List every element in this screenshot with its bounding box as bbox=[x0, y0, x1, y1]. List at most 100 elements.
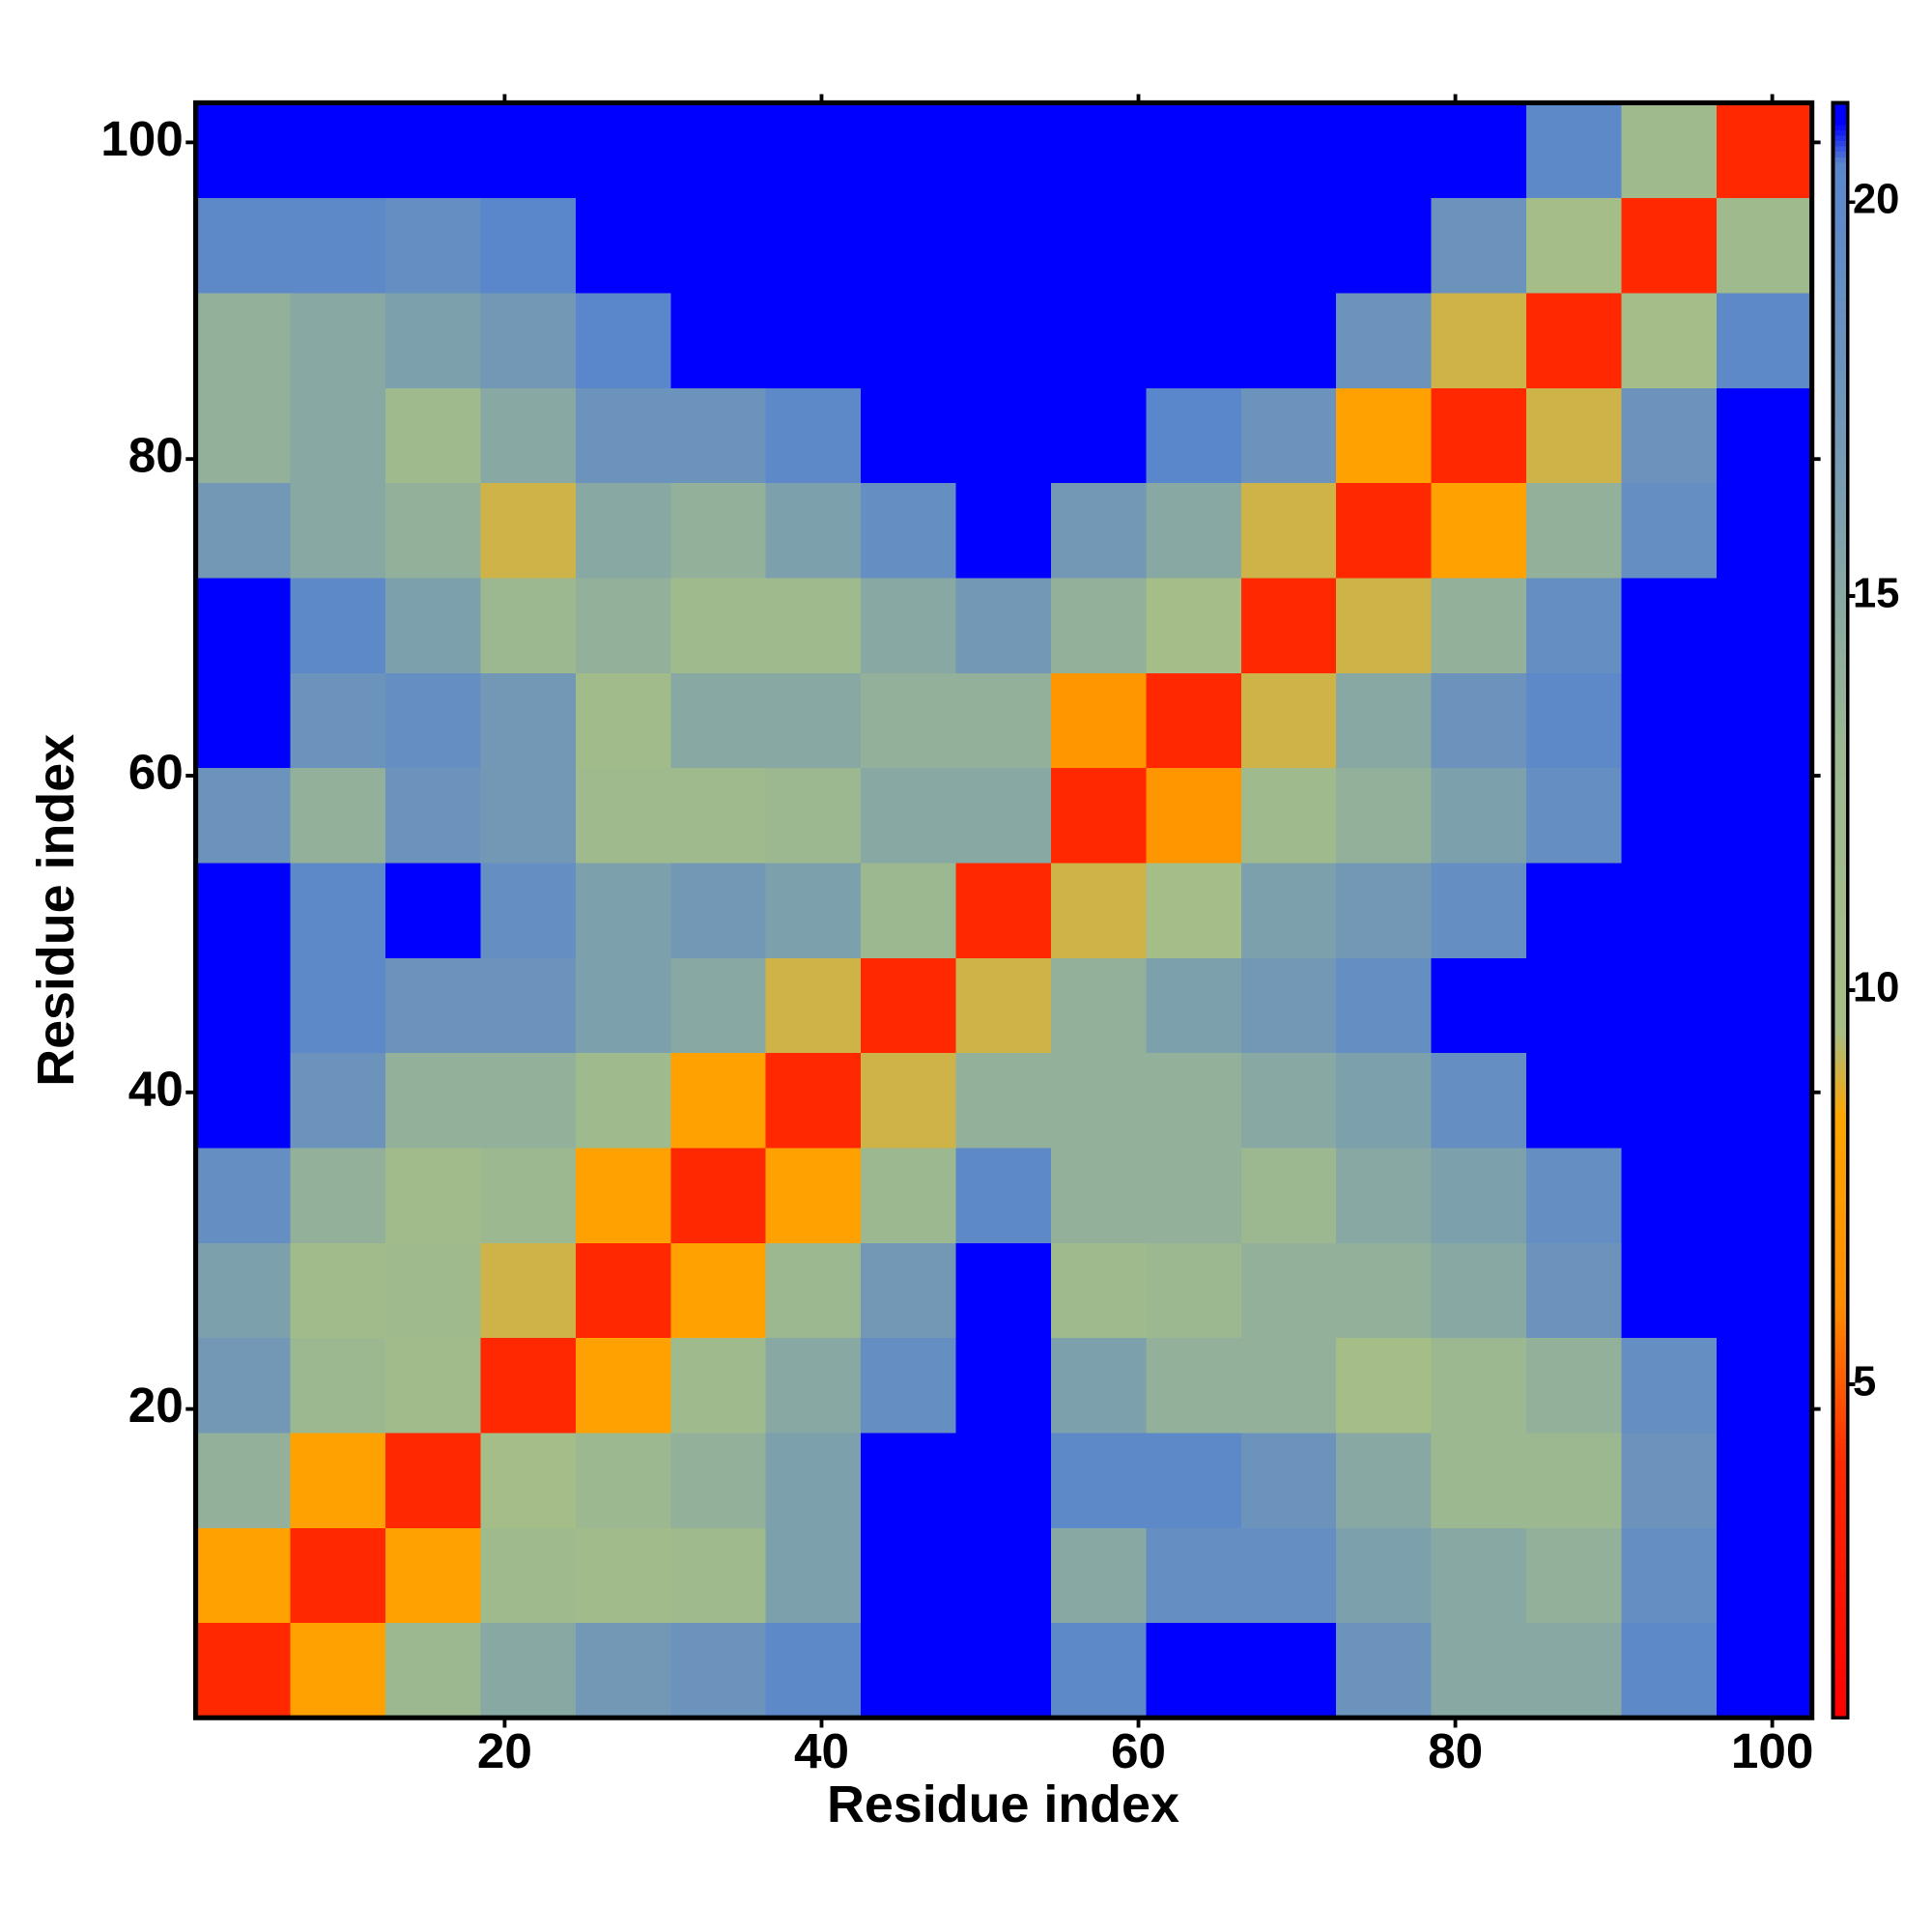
colorbar-segment bbox=[1833, 102, 1848, 109]
heatmap-cell bbox=[1336, 957, 1433, 1054]
colorbar-segment bbox=[1833, 1044, 1848, 1051]
colorbar-segment bbox=[1833, 113, 1848, 120]
colorbar-segment bbox=[1833, 1276, 1848, 1283]
colorbar-segment bbox=[1833, 140, 1848, 147]
heatmap-cell bbox=[480, 577, 577, 673]
colorbar-segment bbox=[1833, 603, 1848, 610]
colorbar-segment bbox=[1833, 544, 1848, 551]
colorbar-segment bbox=[1833, 1647, 1848, 1654]
colorbar-segment bbox=[1833, 1303, 1848, 1310]
colorbar-segment bbox=[1833, 538, 1848, 546]
heatmap-cell bbox=[195, 1242, 292, 1339]
colorbar-segment bbox=[1833, 485, 1848, 492]
heatmap-cell bbox=[385, 387, 482, 484]
colorbar-segment bbox=[1833, 835, 1848, 841]
heatmap-cell bbox=[1621, 577, 1718, 673]
colorbar-segment bbox=[1833, 877, 1848, 885]
colorbar-segment bbox=[1833, 990, 1848, 998]
heatmap-cell bbox=[385, 1147, 482, 1243]
colorbar-segment bbox=[1833, 1389, 1848, 1396]
colorbar-segment bbox=[1833, 1292, 1848, 1299]
heatmap-cell bbox=[290, 767, 386, 864]
heatmap-cell bbox=[1431, 197, 1527, 294]
heatmap-cell bbox=[575, 672, 671, 769]
heatmap-cell bbox=[861, 292, 957, 388]
heatmap-cell bbox=[1240, 1147, 1337, 1243]
heatmap-cell bbox=[195, 1052, 292, 1149]
colorbar-segment bbox=[1833, 1071, 1848, 1078]
colorbar-segment bbox=[1833, 1341, 1848, 1348]
heatmap-cell bbox=[670, 672, 767, 769]
colorbar-segment bbox=[1833, 1410, 1848, 1417]
heatmap-cell bbox=[1146, 1622, 1242, 1719]
heatmap-cell bbox=[1240, 1432, 1337, 1528]
heatmap-cell bbox=[195, 102, 292, 199]
colorbar-segment bbox=[1833, 184, 1848, 190]
colorbar-tick-label: 20 bbox=[1853, 177, 1899, 223]
colorbar-segment bbox=[1833, 1405, 1848, 1412]
heatmap-cell bbox=[1336, 482, 1433, 579]
colorbar-segment bbox=[1833, 592, 1848, 599]
colorbar-segment bbox=[1833, 1265, 1848, 1272]
colorbar-segment bbox=[1833, 1373, 1848, 1379]
colorbar-segment bbox=[1833, 1416, 1848, 1423]
colorbar-segment bbox=[1833, 194, 1848, 201]
heatmap-cell bbox=[1240, 767, 1337, 864]
colorbar-segment bbox=[1833, 264, 1848, 270]
colorbar-segment bbox=[1833, 1663, 1848, 1670]
colorbar-segment bbox=[1833, 1157, 1848, 1164]
colorbar-segment bbox=[1833, 1314, 1848, 1321]
colorbar-segment bbox=[1833, 737, 1848, 745]
colorbar-segment bbox=[1833, 301, 1848, 308]
heatmap-cell bbox=[575, 862, 671, 958]
heatmap-cell bbox=[480, 292, 577, 388]
heatmap-cell bbox=[290, 862, 386, 958]
colorbar-segment bbox=[1833, 1534, 1848, 1541]
heatmap-cell bbox=[955, 1432, 1052, 1528]
colorbar-segment bbox=[1833, 1572, 1848, 1578]
y-axis-title: Residue index bbox=[27, 734, 85, 1087]
heatmap-cell bbox=[1526, 1147, 1623, 1243]
heatmap-cell bbox=[955, 197, 1052, 294]
colorbar-segment bbox=[1833, 436, 1848, 443]
heatmap-cell bbox=[670, 577, 767, 673]
colorbar-segment bbox=[1833, 802, 1848, 810]
colorbar-segment bbox=[1833, 1120, 1848, 1126]
heatmap-cell bbox=[195, 387, 292, 484]
colorbar-segment bbox=[1833, 393, 1848, 400]
colorbar-segment bbox=[1833, 1448, 1848, 1455]
colorbar-segment bbox=[1833, 511, 1848, 519]
heatmap-cell bbox=[575, 1337, 671, 1434]
colorbar-segment bbox=[1833, 274, 1848, 281]
colorbar-segment bbox=[1833, 473, 1848, 481]
colorbar-segment bbox=[1833, 722, 1848, 728]
colorbar-segment bbox=[1833, 215, 1848, 222]
heatmap-cell bbox=[955, 387, 1052, 484]
heatmap-cell bbox=[1336, 1432, 1433, 1528]
colorbar-segment bbox=[1833, 242, 1848, 249]
heatmap bbox=[195, 102, 1812, 1719]
heatmap-cell bbox=[861, 1242, 957, 1339]
colorbar-segment bbox=[1833, 1609, 1848, 1616]
colorbar-segment bbox=[1833, 377, 1848, 384]
colorbar-segment bbox=[1833, 662, 1848, 669]
colorbar-segment bbox=[1833, 646, 1848, 653]
heatmap-cell bbox=[1431, 1622, 1527, 1719]
heatmap-cell bbox=[1240, 577, 1337, 673]
colorbar-segment bbox=[1833, 463, 1848, 469]
colorbar-segment bbox=[1833, 1475, 1848, 1482]
heatmap-cell bbox=[670, 102, 767, 199]
heatmap-cell bbox=[1146, 1052, 1242, 1149]
colorbar-segment bbox=[1833, 883, 1848, 890]
colorbar-segment bbox=[1833, 1065, 1848, 1073]
colorbar-segment bbox=[1833, 937, 1848, 944]
heatmap-cell bbox=[1716, 1242, 1812, 1339]
heatmap-cell bbox=[955, 577, 1052, 673]
heatmap-cell bbox=[861, 1337, 957, 1434]
y-tick-label: 60 bbox=[128, 745, 184, 800]
colorbar-segment bbox=[1833, 134, 1848, 142]
heatmap-cell bbox=[575, 387, 671, 484]
heatmap-cell bbox=[1050, 767, 1148, 864]
heatmap-cell bbox=[955, 1147, 1052, 1243]
heatmap-cell bbox=[1146, 482, 1242, 579]
